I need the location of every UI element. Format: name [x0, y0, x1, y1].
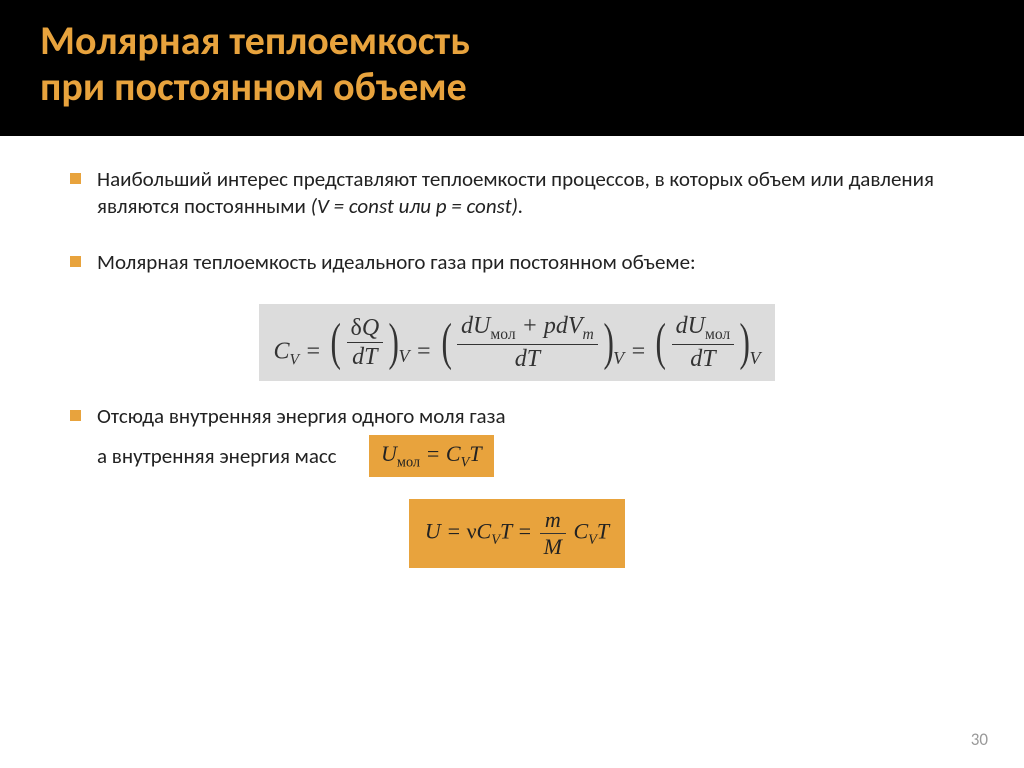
bullet-3-text: Отсюда внутренняя энергия одного моля га…	[97, 403, 506, 430]
umol-T: T	[469, 441, 481, 466]
paren-left: (	[441, 317, 451, 369]
cv-t2-mol: мол	[490, 326, 515, 343]
u-frac-num: m	[540, 509, 566, 534]
formula-umol: Uмол = CVT	[369, 435, 494, 477]
paren-left: (	[331, 317, 341, 369]
cv-t3-subV: V	[750, 348, 761, 369]
q: Q	[362, 315, 379, 341]
cv-lhs-C: C	[273, 339, 289, 365]
u-nu: ν	[467, 518, 477, 543]
u-Csub2: V	[588, 532, 597, 548]
inline-lead: а внутренняя энергия массы m газа	[97, 443, 413, 469]
u-eq1: =	[441, 518, 467, 543]
u-C1: C	[477, 518, 492, 543]
bullet-icon	[70, 256, 81, 267]
u-T1: T	[500, 518, 512, 543]
paren-right: )	[740, 317, 750, 369]
cv-eq2: =	[416, 339, 438, 365]
cv-t3-dU: dU	[676, 313, 705, 339]
inline-row: а внутренняя энергия массы m газа Uмол =…	[97, 443, 964, 469]
bullet-1: Наибольший интерес представляют теплоемк…	[70, 166, 964, 221]
formula-cv: CV = ( δQ dT ) V = ( dUмол + pdVm dT	[259, 304, 774, 381]
cv-t3-mol: мол	[705, 326, 730, 343]
u-U: U	[425, 518, 441, 543]
cv-t1-subV: V	[399, 346, 410, 367]
bullet-2-text: Молярная теплоемкость идеального газа пр…	[97, 249, 696, 276]
cv-t3-den: dT	[672, 345, 735, 371]
cv-term3-frac: dUмол dT	[670, 314, 737, 371]
cv-eq1: =	[305, 339, 327, 365]
u-frac: m M	[538, 509, 568, 558]
title-line-1: Молярная теплоемкость	[40, 16, 470, 65]
cv-term2-group: ( dUмол + pdVm dT ) V	[438, 314, 624, 371]
cv-eq3: =	[630, 339, 652, 365]
cv-term1-group: ( δQ dT ) V	[327, 316, 409, 369]
umol-eq: =	[420, 441, 446, 466]
paren-right: )	[389, 317, 399, 369]
cv-t2-subV: V	[613, 348, 624, 369]
paren-left: (	[656, 317, 666, 369]
cv-t2-dU: dU	[461, 313, 490, 339]
bullet-1-text: Наибольший интерес представляют теплоемк…	[97, 166, 964, 221]
cv-t2-pdV: pdV	[544, 313, 583, 339]
cv-term3-group: ( dUмол dT ) V	[652, 314, 760, 371]
bullet-1-italic: (V = const или p = const).	[311, 193, 524, 219]
u-frac-den: M	[540, 534, 566, 558]
bullet-icon	[70, 410, 81, 421]
content-area: Наибольший интерес представляют теплоемк…	[0, 136, 1024, 568]
cv-t2-m: m	[583, 326, 594, 343]
u-C2: C	[573, 518, 588, 543]
inline-lead-pre: а внутренняя энергия масс	[97, 443, 337, 469]
title-line-2: при постоянном объеме	[40, 62, 467, 111]
cv-t2-plus: +	[516, 313, 544, 339]
formula-cv-row: CV = ( δQ dT ) V = ( dUмол + pdVm dT	[70, 304, 964, 381]
delta: δ	[351, 315, 362, 341]
cv-lhs-sub: V	[289, 351, 299, 368]
bullet-2: Молярная теплоемкость идеального газа пр…	[70, 249, 964, 276]
u-eq2: =	[512, 518, 538, 543]
cv-term1-frac: δQ dT	[345, 316, 386, 369]
u-Csub1: V	[491, 532, 500, 548]
cv-term2-frac: dUмол + pdVm dT	[455, 314, 600, 371]
cv-t1-den: dT	[347, 343, 384, 369]
umol-sub: мол	[397, 454, 420, 470]
umol-U: U	[381, 441, 397, 466]
title-bar: Молярная теплоемкость при постоянном объ…	[0, 0, 1024, 136]
cv-t2-den: dT	[457, 345, 598, 371]
formula-u-row: U = νCVT = m M CVT	[70, 499, 964, 568]
paren-right: )	[603, 317, 613, 369]
page-number: 30	[971, 729, 988, 750]
u-T2: T	[597, 518, 609, 543]
bullet-icon	[70, 173, 81, 184]
umol-C: C	[446, 441, 461, 466]
slide-title: Молярная теплоемкость при постоянном объ…	[40, 18, 984, 110]
bullet-3: Отсюда внутренняя энергия одного моля га…	[70, 403, 964, 430]
formula-u: U = νCVT = m M CVT	[409, 499, 625, 568]
